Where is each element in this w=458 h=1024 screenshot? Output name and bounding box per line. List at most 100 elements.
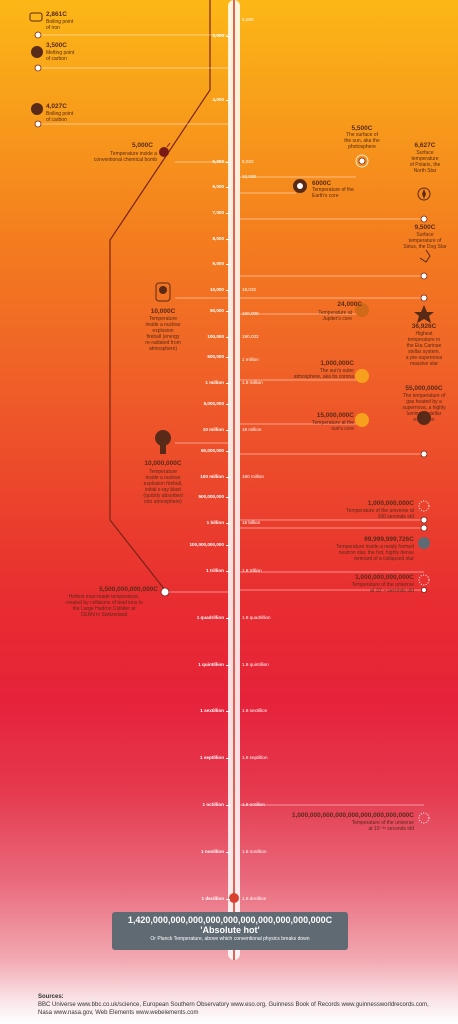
left-tick-mark [226,899,230,900]
right-tick-label: 1 million [242,357,259,362]
right-tick-label: 9,032 [242,159,254,164]
left-tick-mark [226,337,230,338]
right-tick-label: 1.8 decillion [242,896,267,901]
sources-line-2: Nasa www.nasa.gov, Web Elements www.webe… [38,1010,199,1016]
left-tick-mark [226,162,230,163]
polaris-text: Surface temperature of Polaris, the Nort… [409,150,441,174]
right-tick-label: 18,032 [242,287,257,292]
left-tick-mark [226,497,230,498]
left-tick-label: 5,000,000 [203,401,224,406]
left-tick-mark [226,187,230,188]
universe-100s-value: 1,000,000,000C [367,500,414,507]
universe-100s-text: Temperature of the universe at 100 secon… [346,508,414,520]
left-tick-label: 1 sextillion [200,708,224,713]
left-tick-label: 6,000 [212,184,225,189]
corona-value: 1,000,000C [320,360,354,367]
right-tick-label: 10,000 [242,174,257,179]
nuclear-value: 10,000C [150,308,176,315]
right-tick-label: 18 million [242,427,262,432]
right-tick-label: 1.8 quadrillion [242,615,271,620]
left-tick-label: 7,000 [212,210,225,215]
left-tick-label: 1 decillion [201,896,224,901]
left-tick-label: 3,000 [212,33,225,38]
eta-carinae-value: 36,926C [411,323,437,330]
eta-carinae-text: Highest temperature in the Eta Carinae s… [405,331,443,367]
universe-earliest-value: 1,000,000,000,000,000,000,000,000,000C [291,812,414,819]
carbon-boil-text: Boiling point of carbon [46,111,74,123]
universe-earliest-text: Temperature of the universe at 10⁻³⁶ sec… [351,820,414,832]
sun-core-text: Temperature at the sun's core [312,420,354,432]
bomb-text: Temperature inside a conventional chemic… [93,151,157,163]
left-tick-mark [226,451,230,452]
polaris-value: 6,627C [414,142,436,149]
supernova-value: 55,000,000C [405,385,443,392]
sources: Sources: BBC Universe www.bbc.co.uk/scie… [38,993,448,1017]
left-tick-mark [226,264,230,265]
left-tick-label: 1 octillion [202,802,224,807]
left-tick-mark [226,239,230,240]
earth-core-text: Temperature of the Earth's core [312,187,354,199]
left-tick-label: 1 trillion [206,568,224,573]
left-tick-mark [226,805,230,806]
left-tick-mark [226,523,230,524]
neutron-value: 99,999,999,726C [364,536,414,543]
lhc-text: Hottest man-made temperature, created by… [65,594,143,618]
left-tick-mark [226,758,230,759]
left-tick-mark [226,36,230,37]
left-tick-label: 1 quintillion [198,662,224,667]
left-tick-mark [226,571,230,572]
left-tick-mark [226,618,230,619]
lhc-value: 5,500,000,000,000C [99,586,158,593]
left-tick-label: 100,000 [207,334,224,339]
left-tick-label: 500,000 [207,354,224,359]
bomb-value: 5,000C [132,142,153,149]
left-tick-mark [226,545,230,546]
left-tick-label: 1 septillion [200,755,224,760]
planck-name: 'Absolute hot' [200,925,260,935]
left-tick-label: 1 billion [206,520,224,525]
carbon-melt-text: Melting point of carbon [46,50,75,62]
right-tick-label: 1.8 trillion [242,568,262,573]
sun-core-value: 15,000,000C [316,412,354,419]
right-tick-label: 180,032 [242,334,259,339]
planck-box: 1,420,000,000,000,000,000,000,000,000,00… [112,912,348,950]
left-tick-label: 50,000 [209,308,224,313]
left-tick-label: 5,000 [212,159,225,164]
left-tick-mark [226,852,230,853]
left-tick-mark [226,290,230,291]
left-tick-mark [226,311,230,312]
right-tick-label: 100,000 [242,311,259,316]
right-tick-label: 1.8 million [242,380,263,385]
earth-core-value: 6000C [312,180,332,187]
left-tick-label: 50,000,000 [201,448,224,453]
carbon-melt-value: 3,500C [46,42,67,49]
planck-value: 1,420,000,000,000,000,000,000,000,000,00… [127,915,333,925]
right-tick-label: 1.8 septillion [242,755,268,760]
sirius-value: 9,500C [414,224,436,231]
left-tick-label: 4,000 [212,97,225,102]
right-tick-label: 18 billion [242,520,261,525]
corona-text: The sun's outer atmosphere, aka its coro… [293,368,354,380]
left-tick-label: 10,000 [209,287,224,292]
left-tick-mark [226,404,230,405]
left-tick-mark [226,665,230,666]
left-tick-label: 10 million [202,427,224,432]
planck-note: Or Planck Temperature, above which conve… [150,936,310,942]
left-tick-label: 8,000 [212,236,225,241]
xray-text: Temperature inside a nuclear explosion f… [143,469,183,505]
top-tick: 6,000 [242,17,254,22]
sources-line-1: BBC Universe www.bbc.co.uk/science, Euro… [38,1002,429,1008]
left-tick-label: 1 million [205,380,224,385]
neutron-text: Temperature inside a newly formed neutro… [336,544,414,562]
supernova-text: The temperature of gas heated by a super… [402,393,446,423]
left-tick-mark [226,383,230,384]
left-tick-label: 1 nonillion [201,849,224,854]
sirius-text: Surface temperature of Sirius, the Dog S… [403,232,447,250]
left-tick-label: 500,000,000 [198,494,224,499]
sources-heading: Sources: [38,994,64,1000]
right-tick-label: 1.8 sextillion [242,708,268,713]
left-tick-mark [226,213,230,214]
right-tick-label: 1.8 octillion [242,802,265,807]
left-tick-mark [226,711,230,712]
left-tick-mark [226,357,230,358]
